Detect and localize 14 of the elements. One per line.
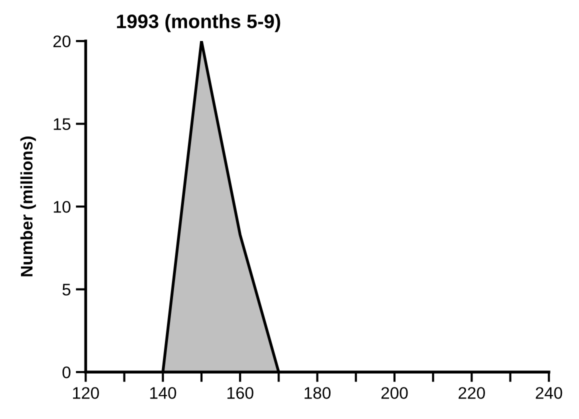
x-tick-label: 120 bbox=[73, 387, 99, 399]
y-tick-label: 10 bbox=[54, 200, 70, 213]
x-tick-label: 140 bbox=[150, 387, 176, 399]
x-tick-label: 240 bbox=[536, 387, 562, 399]
y-tick-label: 0 bbox=[62, 366, 70, 378]
x-tick-label: 200 bbox=[381, 387, 408, 399]
chart-title: 1993 (months 5-9) bbox=[117, 14, 280, 32]
y-axis-title: Number (millions) bbox=[20, 136, 36, 276]
y-tick-label: 20 bbox=[53, 35, 70, 48]
x-tick-label: 180 bbox=[304, 387, 331, 399]
x-tick-label: 160 bbox=[227, 387, 254, 399]
x-tick-label: 220 bbox=[458, 387, 485, 399]
y-tick-label: 15 bbox=[54, 118, 70, 130]
y-tick-label: 5 bbox=[62, 284, 70, 296]
